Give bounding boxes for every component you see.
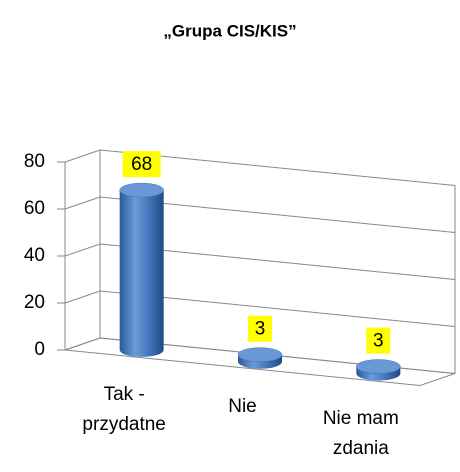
value-label: 68 [131, 154, 152, 175]
value-label-bg [122, 151, 161, 178]
grid-line [64, 290, 456, 327]
chart-title: „Grupa CIS/KIS” [163, 21, 296, 40]
value-label-bg [248, 315, 272, 342]
value-label: 3 [255, 319, 266, 340]
y-tick-label: 20 [24, 292, 45, 313]
bar-top [119, 182, 164, 198]
bar [119, 182, 164, 357]
x-tick-label: Nie [228, 395, 257, 417]
y-tick-label: 60 [24, 198, 45, 219]
grid-line [64, 337, 456, 374]
bar [237, 347, 283, 369]
grid-line [64, 196, 456, 233]
bar-body [119, 190, 164, 357]
bar-top [237, 347, 283, 362]
y-tick-label: 0 [34, 339, 45, 360]
grid-line [64, 149, 456, 186]
bar [356, 359, 401, 381]
value-label-bg [366, 327, 391, 354]
x-tick-label: Nie mam zdania [322, 407, 399, 459]
y-tick-label: 40 [24, 245, 45, 266]
grid-line [64, 243, 456, 280]
y-tick-label: 80 [24, 151, 45, 172]
bar-top [356, 359, 401, 374]
x-tick-label: Tak - przydatne [82, 383, 166, 435]
value-label: 3 [373, 331, 384, 352]
